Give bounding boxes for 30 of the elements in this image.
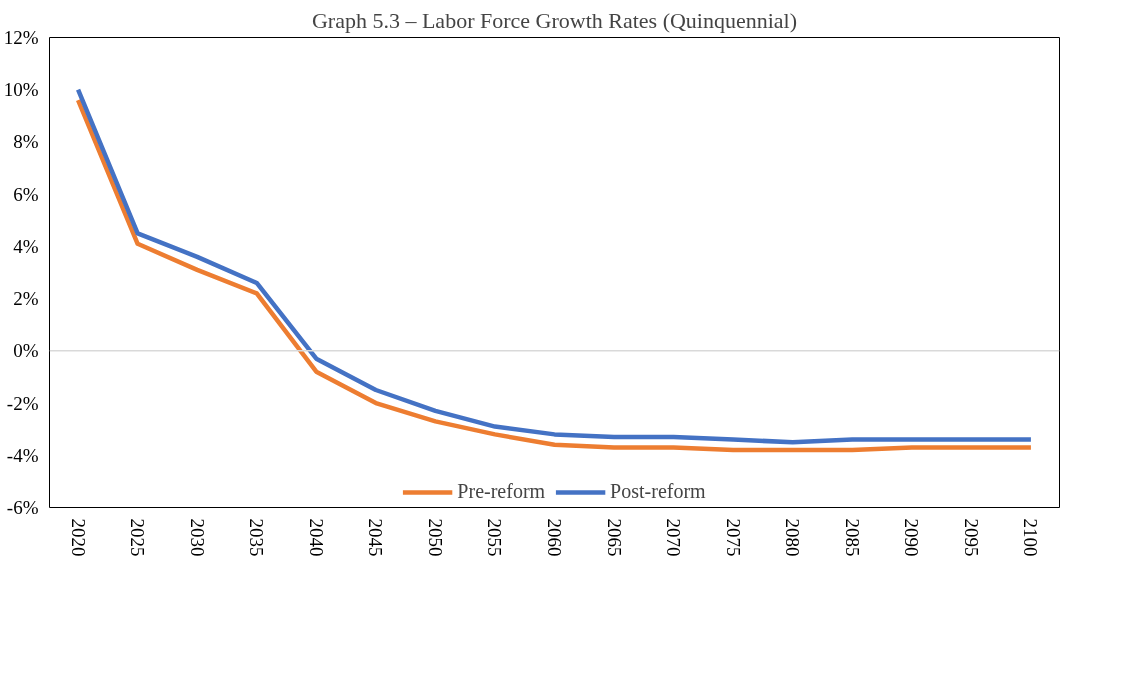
y-tick-label: 0% (13, 340, 39, 362)
x-tick-label: 2075 (722, 518, 744, 557)
y-tick-label: -6% (6, 497, 39, 518)
x-tick-label: 2065 (603, 518, 625, 557)
x-tick-label: 2050 (424, 518, 446, 557)
x-tick-label: 2045 (365, 518, 387, 557)
x-tick-label: 2100 (1020, 518, 1042, 557)
y-tick-label: 6% (13, 183, 39, 205)
chart-title: Graph 5.3 – Labor Force Growth Rates (Quinquennial) (311, 7, 798, 33)
x-tick-label: 2035 (246, 518, 268, 557)
y-tick-label: -2% (6, 392, 39, 414)
x-tick-label: 2040 (305, 518, 327, 557)
x-tick-label: 2030 (186, 518, 208, 557)
x-tick-label: 2060 (544, 518, 565, 557)
x-tick-label: 2070 (663, 518, 685, 557)
x-tick-label: 2085 (841, 518, 863, 557)
x-tick-label: 2025 (127, 518, 149, 557)
y-tick-label: -4% (6, 444, 39, 466)
legend-label: Pre-reform (457, 480, 546, 503)
y-tick-label: 4% (13, 235, 39, 257)
y-tick-label: 8% (13, 131, 39, 153)
x-tick-label: 2090 (901, 518, 923, 557)
x-tick-label: 2055 (484, 518, 506, 557)
x-tick-label: 2020 (67, 518, 89, 557)
y-tick-label: 12% (3, 27, 39, 48)
legend-label: Post-reform (610, 480, 706, 503)
y-tick-label: 2% (13, 288, 39, 310)
x-tick-label: 2080 (782, 518, 804, 557)
x-tick-label: 2095 (960, 518, 982, 557)
y-tick-label: 10% (3, 79, 39, 101)
